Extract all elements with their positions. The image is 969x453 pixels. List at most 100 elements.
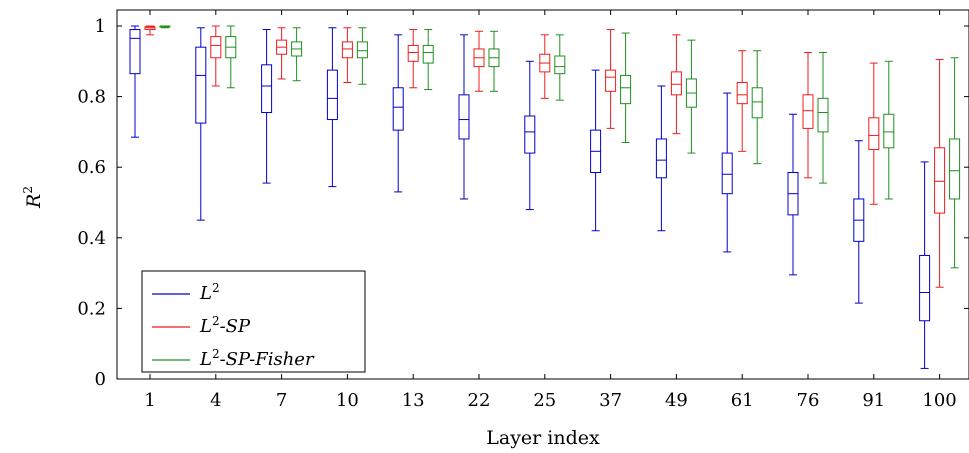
x-tick-label: 91: [862, 390, 885, 411]
x-axis-ticks: 1 4 7 10 13 22 25 37 49 61 76 91 100: [144, 10, 957, 411]
legend-label-superscript: 2: [212, 347, 220, 361]
y-axis-title: R2: [21, 186, 45, 209]
box: [934, 59, 946, 288]
box-iqr: [868, 117, 880, 151]
legend-label: L2-SP: [199, 314, 251, 337]
x-tick-label: 61: [731, 390, 754, 411]
box: [817, 51, 829, 184]
x-tick-label: 49: [665, 390, 688, 411]
y-axis-title-superscript: 2: [21, 186, 35, 194]
box-iqr: [751, 87, 763, 119]
box-iqr: [736, 81, 748, 105]
box: [195, 27, 207, 221]
box-iqr: [934, 147, 946, 214]
box: [291, 27, 303, 82]
legend-entry: L2-SP: [152, 314, 251, 337]
box-iqr: [261, 64, 273, 113]
box: [524, 60, 536, 211]
legend-label-suffix: -SP-Fisher: [220, 349, 315, 370]
y-tick-label: 1: [95, 16, 106, 37]
legend-label-superscript: 2: [212, 314, 220, 328]
box-iqr: [883, 113, 895, 149]
legend-label-suffix: -SP: [220, 316, 251, 337]
box-iqr: [620, 74, 632, 105]
box: [655, 85, 667, 232]
box: [458, 34, 470, 200]
legend-label: L2-SP-Fisher: [199, 347, 315, 370]
box: [605, 29, 617, 129]
box-iqr: [326, 69, 338, 121]
x-tick-label: 13: [402, 390, 425, 411]
x-axis-title: Layer index: [486, 427, 600, 449]
box: [787, 113, 799, 276]
box: [276, 27, 288, 80]
series-l2-sp-fisher: [159, 25, 961, 269]
box: [802, 51, 814, 179]
box: [853, 140, 865, 304]
box: [868, 62, 880, 205]
legend-label: L2: [199, 281, 220, 304]
box-iqr: [210, 36, 222, 59]
y-tick-label: 0.8: [77, 87, 106, 108]
box: [473, 30, 485, 92]
box: [670, 34, 682, 135]
box: [392, 34, 404, 193]
box: [225, 25, 237, 89]
x-tick-label: 37: [599, 390, 622, 411]
x-tick-label: 76: [797, 390, 820, 411]
box: [407, 29, 419, 89]
box: [129, 25, 141, 138]
box: [949, 57, 961, 269]
x-tick-label: 100: [922, 390, 956, 411]
legend-entry: L2-SP-Fisher: [152, 347, 315, 370]
box-iqr: [817, 97, 829, 133]
box: [554, 34, 566, 101]
x-tick-label: 1: [144, 390, 155, 411]
box-iqr: [524, 115, 536, 154]
box: [721, 92, 733, 253]
box-iqr: [407, 44, 419, 62]
box: [751, 50, 763, 165]
box-iqr: [341, 41, 353, 59]
box-iqr: [949, 138, 961, 200]
box: [422, 29, 434, 91]
box: [261, 29, 273, 184]
box: [159, 25, 171, 29]
box: [539, 34, 551, 99]
box-iqr: [195, 46, 207, 124]
legend-label-superscript: 2: [212, 281, 220, 295]
box: [883, 60, 895, 200]
y-tick-label: 0: [95, 369, 106, 390]
box-iqr: [670, 71, 682, 96]
box: [590, 69, 602, 232]
box-iqr: [919, 254, 931, 322]
series-l2: [129, 25, 931, 369]
box-iqr: [655, 138, 667, 179]
box: [326, 27, 338, 188]
x-tick-label: 7: [276, 390, 287, 411]
x-tick-label: 4: [210, 390, 221, 411]
box: [620, 32, 632, 143]
box: [736, 50, 748, 152]
box-iqr: [458, 94, 470, 140]
y-axis-ticks: 0 0.2 0.4 0.6 0.8 1: [77, 16, 969, 390]
legend-entry: L2: [152, 281, 220, 304]
y-tick-label: 0.6: [77, 157, 106, 178]
box-iqr: [392, 87, 404, 131]
box: [488, 30, 500, 92]
box: [210, 25, 222, 87]
x-tick-label: 22: [468, 390, 491, 411]
box: [144, 25, 156, 36]
box-iqr: [605, 69, 617, 92]
box-iqr: [721, 152, 733, 195]
box: [356, 27, 368, 85]
box-iqr: [554, 55, 566, 75]
series-l2-sp: [144, 25, 946, 288]
legend-box: [141, 270, 366, 373]
box-iqr: [356, 41, 368, 59]
plot-area: 00.20.40.60.81 1 4 7 10 13 22 25 37 49 61 76 91 100: [77, 9, 969, 411]
legend-label-base: L: [199, 349, 212, 370]
